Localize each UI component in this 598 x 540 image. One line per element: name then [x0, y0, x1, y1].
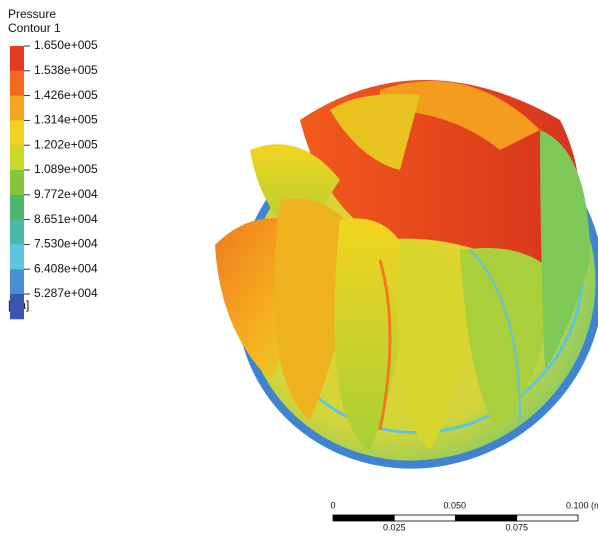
scale-label: 0.050 — [444, 500, 467, 510]
color-bar: 1.650e+005 1.538e+005 1.426e+005 1.314e+005… — [10, 38, 98, 319]
color-band — [10, 120, 24, 145]
legend-label: 5.287e+004 — [34, 286, 98, 300]
scale-segment — [456, 515, 517, 521]
legend-subtitle: Contour 1 — [8, 21, 61, 35]
color-band — [10, 96, 24, 121]
color-band — [10, 46, 24, 71]
scale-segment — [394, 515, 455, 521]
color-band — [10, 195, 24, 220]
scale-segment — [333, 515, 394, 521]
legend-label: 1.089e+005 — [34, 162, 98, 176]
color-band — [10, 145, 24, 170]
scale-label: 0.075 — [505, 522, 528, 532]
color-band — [10, 244, 24, 269]
legend-label: 1.314e+005 — [34, 113, 98, 127]
color-band — [10, 294, 24, 319]
legend-label: 1.650e+005 — [34, 38, 98, 52]
color-band — [10, 71, 24, 96]
scale-label: 0 — [330, 500, 335, 510]
legend-title: Pressure — [8, 7, 56, 21]
legend-label: 1.426e+005 — [34, 88, 98, 102]
scale-label: 0.025 — [383, 522, 406, 532]
color-band — [10, 220, 24, 245]
scale-segment — [517, 515, 578, 521]
scale-label: 0.100 (m — [566, 500, 598, 510]
legend-label: 6.408e+004 — [34, 261, 98, 275]
impeller-render — [176, 50, 598, 530]
color-band — [10, 170, 24, 195]
legend-label: 8.651e+004 — [34, 212, 98, 226]
color-band — [10, 269, 24, 294]
legend-label: 1.538e+005 — [34, 63, 98, 77]
legend-label: 1.202e+005 — [34, 137, 98, 151]
legend-label: 9.772e+004 — [34, 187, 98, 201]
scale-bar: 0 0.050 0.100 (m 0.025 0.075 — [330, 500, 598, 532]
legend-label: 7.530e+004 — [34, 237, 98, 251]
screen: Pressure Contour 1 [Pa] 1.650e+0051.538e… — [0, 0, 598, 540]
